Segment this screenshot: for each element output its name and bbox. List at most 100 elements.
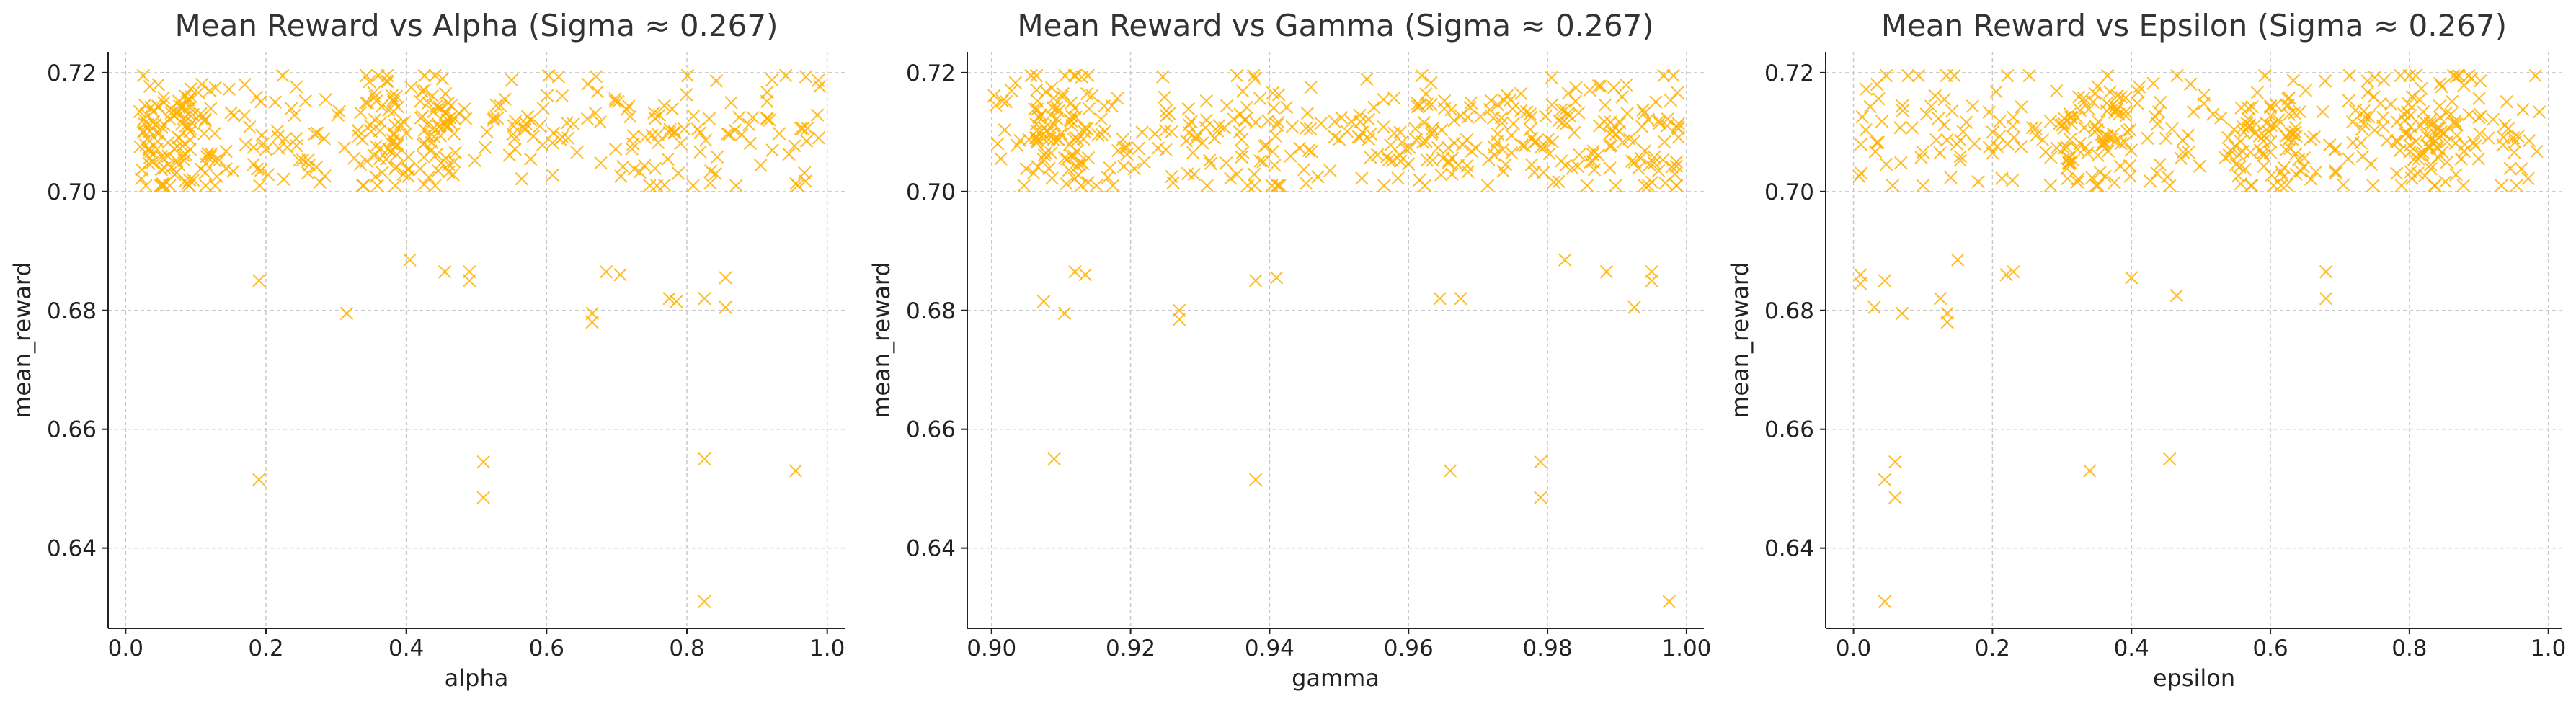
data-point [1042,161,1056,176]
data-point [2105,132,2118,146]
data-point [2000,68,2015,83]
data-point [2342,68,2357,83]
data-point [1940,133,1954,147]
data-point [703,176,717,190]
data-point [1235,84,1250,98]
data-point [1005,84,1018,98]
data-point [2025,120,2039,135]
data-point [2354,136,2368,150]
data-point [1013,133,1027,148]
data-point [199,179,213,192]
data-point [2245,99,2259,114]
data-point [1419,87,1433,101]
data-point [357,179,370,192]
data-point [2435,80,2448,94]
data-point [2471,152,2486,166]
data-point [381,103,396,117]
data-point [625,142,639,156]
data-point [1434,168,1448,182]
y-axis-label: mean_reward [1726,262,1754,419]
data-point [1080,86,1094,101]
data-point [2423,117,2437,130]
data-point [1859,123,1873,137]
data-point [194,107,208,121]
data-point [1132,141,1145,156]
data-point [1635,120,1649,134]
data-point [476,455,490,469]
data-point [2482,131,2495,145]
grid [967,52,1704,628]
data-point [2091,179,2105,192]
data-point [1859,82,1873,96]
data-point [2264,135,2278,149]
data-point [169,153,183,167]
data-point [657,99,672,112]
data-point [1057,306,1072,321]
y-tick-label: 0.72 [1764,61,1814,86]
data-point [430,99,443,113]
data-point [1230,68,1244,83]
data-point [2120,125,2134,138]
data-point [1631,161,1645,175]
data-point [1924,99,1938,113]
x-tick-label: 0.90 [967,636,1016,661]
data-point [1299,177,1313,190]
data-point [2445,94,2459,109]
data-point [308,127,321,141]
data-point [447,111,461,125]
data-point [1344,115,1359,128]
data-point [2052,117,2066,131]
data-point [2336,178,2350,192]
data-point [1622,132,1636,146]
data-point [799,174,812,188]
data-point [1019,162,1034,176]
data-point [590,85,605,99]
data-point [252,274,266,287]
data-point [1456,138,1470,151]
data-point [1043,120,1057,134]
data-point [1103,161,1116,175]
data-point [657,178,672,192]
data-point [212,153,226,167]
data-point [2532,105,2546,119]
data-point [2516,102,2530,117]
data-point [208,154,222,168]
data-point [1638,106,1651,120]
data-point [368,170,383,184]
data-point [1328,130,1341,144]
data-point [1647,156,1661,170]
data-point [1267,101,1281,115]
data-point [1048,118,1062,132]
chart-title: Mean Reward vs Gamma (Sigma ≈ 0.267) [1017,8,1653,43]
data-point [1569,81,1583,95]
data-point [1878,594,1892,609]
data-point [719,300,732,314]
grid [108,52,845,628]
data-point [161,149,175,163]
data-point [418,123,432,137]
x-tick-label: 0.96 [1384,636,1434,661]
data-point [1584,155,1597,169]
data-point [2244,179,2259,192]
data-point [2197,88,2211,102]
data-point [1163,107,1176,120]
x-axis-label: alpha [445,664,509,692]
data-point [2449,168,2463,182]
data-point [721,127,734,141]
data-point [2061,156,2076,169]
data-point [2389,166,2404,180]
data-point [2015,100,2028,114]
data-point [1420,97,1434,111]
data-point [1370,148,1385,161]
data-point [1603,139,1617,153]
data-point [1587,163,1602,177]
data-point [995,94,1009,108]
data-point [2366,179,2380,192]
data-point [2403,145,2417,159]
data-point [1230,167,1244,182]
data-point [1645,274,1658,287]
data-point [2114,90,2128,104]
data-point [2521,171,2535,185]
data-point [1469,141,1483,155]
data-point [1367,100,1381,115]
